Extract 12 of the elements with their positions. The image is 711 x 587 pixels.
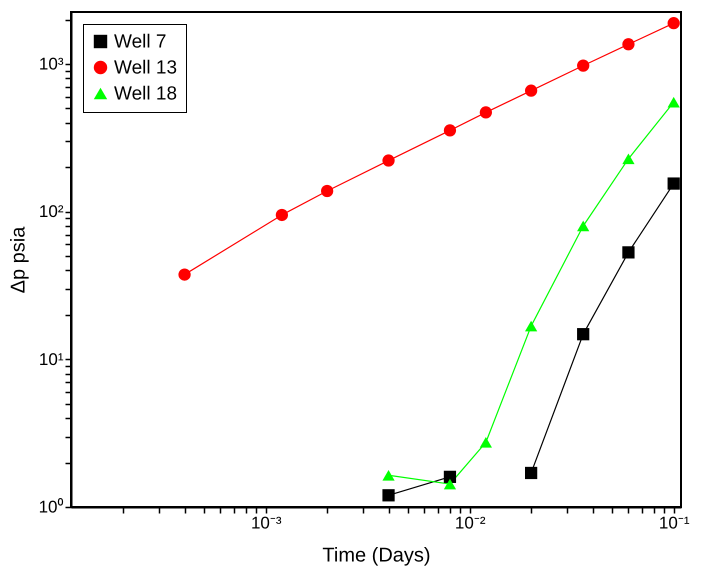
x-tick-label: 10⁻³ bbox=[250, 514, 282, 532]
y-tick-label: 10² bbox=[38, 202, 64, 222]
y-tick-label: 10¹ bbox=[38, 350, 64, 369]
x-tick-label: 10⁻¹ bbox=[658, 514, 690, 532]
legend-label: Well 7 bbox=[114, 32, 166, 52]
y-axis-title: Δp psia bbox=[8, 226, 30, 294]
x-tick-label: 10⁻² bbox=[454, 514, 486, 532]
x-axis-title: Time (Days) bbox=[322, 544, 431, 566]
legend-label: Well 13 bbox=[114, 58, 178, 78]
y-tick-label: 10⁰ bbox=[38, 498, 64, 516]
y-tick-label: 10³ bbox=[38, 54, 64, 74]
legend-label: Well 18 bbox=[114, 84, 178, 104]
